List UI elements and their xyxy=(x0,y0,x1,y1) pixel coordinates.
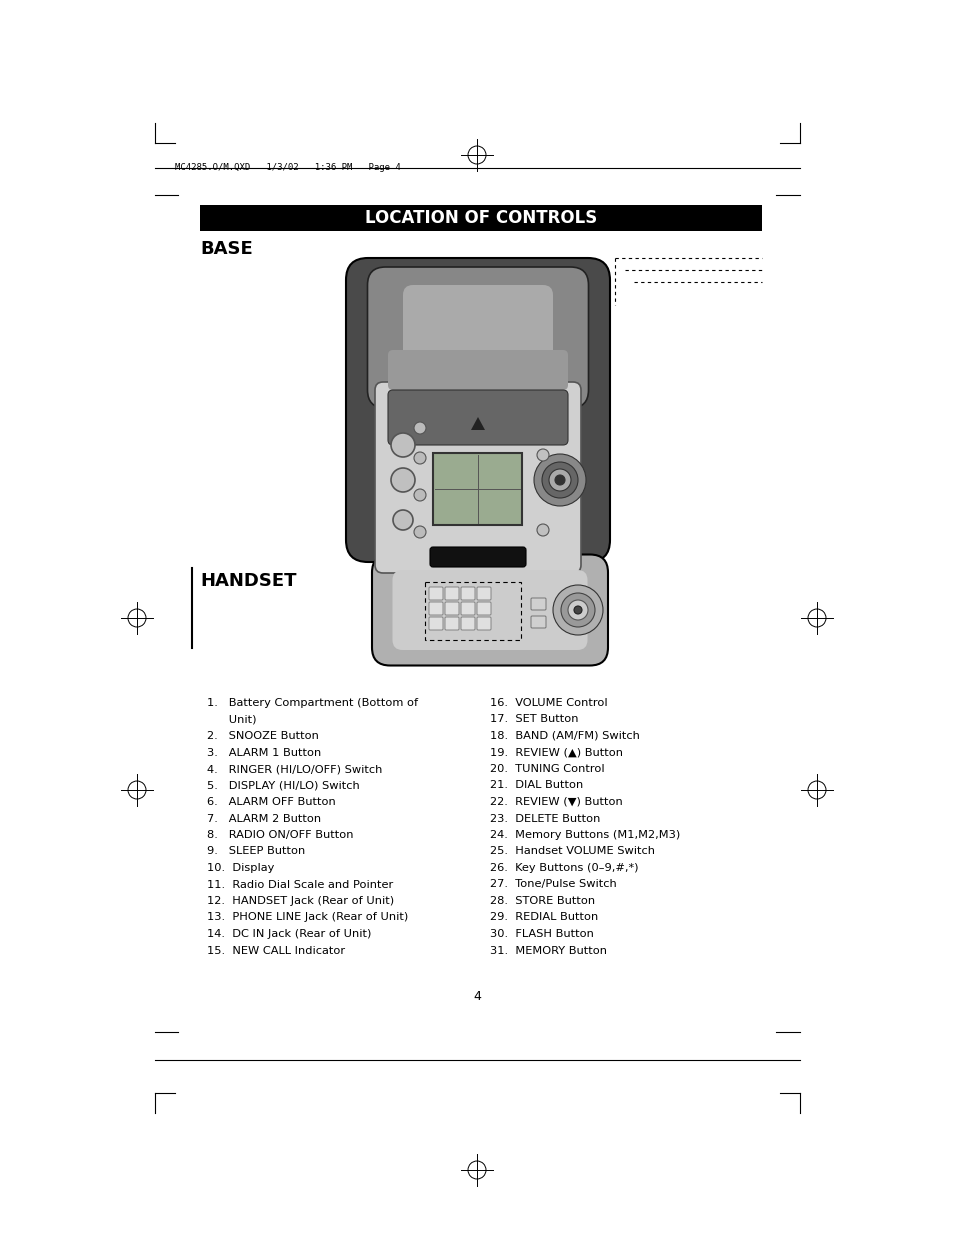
Text: 2.   SNOOZE Button: 2. SNOOZE Button xyxy=(207,731,318,741)
FancyBboxPatch shape xyxy=(433,453,522,525)
FancyBboxPatch shape xyxy=(476,601,491,615)
Circle shape xyxy=(537,524,548,536)
Text: 23.  DELETE Button: 23. DELETE Button xyxy=(490,814,599,824)
Text: 13.  PHONE LINE Jack (Rear of Unit): 13. PHONE LINE Jack (Rear of Unit) xyxy=(207,913,408,923)
Circle shape xyxy=(537,450,548,461)
FancyBboxPatch shape xyxy=(392,571,587,650)
Circle shape xyxy=(414,422,426,433)
FancyBboxPatch shape xyxy=(372,555,607,666)
Text: 21.  DIAL Button: 21. DIAL Button xyxy=(490,781,582,790)
Text: 27.  Tone/Pulse Switch: 27. Tone/Pulse Switch xyxy=(490,879,616,889)
FancyBboxPatch shape xyxy=(460,587,475,600)
Text: 16.  VOLUME Control: 16. VOLUME Control xyxy=(490,698,607,708)
FancyBboxPatch shape xyxy=(346,258,609,562)
Text: 18.  BAND (AM/FM) Switch: 18. BAND (AM/FM) Switch xyxy=(490,731,639,741)
Circle shape xyxy=(414,452,426,464)
Text: 12.  HANDSET Jack (Rear of Unit): 12. HANDSET Jack (Rear of Unit) xyxy=(207,897,394,906)
Bar xyxy=(200,205,761,231)
Circle shape xyxy=(574,606,581,614)
Circle shape xyxy=(393,510,413,530)
FancyBboxPatch shape xyxy=(388,390,567,445)
Text: 9.   SLEEP Button: 9. SLEEP Button xyxy=(207,846,305,857)
FancyBboxPatch shape xyxy=(531,598,545,610)
Text: 14.  DC IN Jack (Rear of Unit): 14. DC IN Jack (Rear of Unit) xyxy=(207,929,371,939)
Circle shape xyxy=(414,526,426,538)
FancyBboxPatch shape xyxy=(402,285,553,359)
Circle shape xyxy=(534,454,585,506)
Circle shape xyxy=(553,585,602,635)
FancyBboxPatch shape xyxy=(476,618,491,630)
Circle shape xyxy=(555,475,564,485)
FancyBboxPatch shape xyxy=(444,601,458,615)
Text: 4.   RINGER (HI/LO/OFF) Switch: 4. RINGER (HI/LO/OFF) Switch xyxy=(207,764,382,774)
Text: 10.  Display: 10. Display xyxy=(207,863,274,873)
Circle shape xyxy=(541,462,578,498)
Text: BASE: BASE xyxy=(200,240,253,258)
Circle shape xyxy=(560,593,595,627)
Circle shape xyxy=(414,489,426,501)
Text: 25.  Handset VOLUME Switch: 25. Handset VOLUME Switch xyxy=(490,846,655,857)
Text: 17.  SET Button: 17. SET Button xyxy=(490,715,578,725)
Text: 11.  Radio Dial Scale and Pointer: 11. Radio Dial Scale and Pointer xyxy=(207,879,393,889)
Circle shape xyxy=(548,469,571,492)
Circle shape xyxy=(391,433,415,457)
FancyBboxPatch shape xyxy=(430,547,525,567)
FancyBboxPatch shape xyxy=(444,618,458,630)
Text: 29.  REDIAL Button: 29. REDIAL Button xyxy=(490,913,598,923)
Text: 24.  Memory Buttons (M1,M2,M3): 24. Memory Buttons (M1,M2,M3) xyxy=(490,830,679,840)
FancyBboxPatch shape xyxy=(531,616,545,629)
Text: 8.   RADIO ON/OFF Button: 8. RADIO ON/OFF Button xyxy=(207,830,354,840)
Text: 5.   DISPLAY (HI/LO) Switch: 5. DISPLAY (HI/LO) Switch xyxy=(207,781,359,790)
Text: 22.  REVIEW (▼) Button: 22. REVIEW (▼) Button xyxy=(490,797,622,806)
Text: LOCATION OF CONTROLS: LOCATION OF CONTROLS xyxy=(364,209,597,227)
Polygon shape xyxy=(471,417,484,430)
Text: 15.  NEW CALL Indicator: 15. NEW CALL Indicator xyxy=(207,946,345,956)
FancyBboxPatch shape xyxy=(429,587,442,600)
FancyBboxPatch shape xyxy=(429,618,442,630)
Text: 7.   ALARM 2 Button: 7. ALARM 2 Button xyxy=(207,814,321,824)
Text: HANDSET: HANDSET xyxy=(200,572,296,590)
FancyBboxPatch shape xyxy=(429,601,442,615)
Circle shape xyxy=(391,468,415,492)
Text: 1.   Battery Compartment (Bottom of: 1. Battery Compartment (Bottom of xyxy=(207,698,417,708)
Text: 26.  Key Buttons (0–9,#,*): 26. Key Buttons (0–9,#,*) xyxy=(490,863,638,873)
FancyBboxPatch shape xyxy=(388,350,567,390)
Text: MC4285.O/M.QXD   1/3/02   1:36 PM   Page 4: MC4285.O/M.QXD 1/3/02 1:36 PM Page 4 xyxy=(174,163,400,172)
FancyBboxPatch shape xyxy=(476,587,491,600)
Text: 20.  TUNING Control: 20. TUNING Control xyxy=(490,764,604,774)
Text: 31.  MEMORY Button: 31. MEMORY Button xyxy=(490,946,606,956)
FancyBboxPatch shape xyxy=(460,601,475,615)
Text: Unit): Unit) xyxy=(207,715,256,725)
Text: 19.  REVIEW (▲) Button: 19. REVIEW (▲) Button xyxy=(490,747,622,757)
Text: 6.   ALARM OFF Button: 6. ALARM OFF Button xyxy=(207,797,335,806)
FancyBboxPatch shape xyxy=(460,618,475,630)
Text: 30.  FLASH Button: 30. FLASH Button xyxy=(490,929,594,939)
Text: 4: 4 xyxy=(473,990,480,1003)
FancyBboxPatch shape xyxy=(367,267,588,408)
FancyBboxPatch shape xyxy=(444,587,458,600)
Text: 28.  STORE Button: 28. STORE Button xyxy=(490,897,595,906)
Text: 3.   ALARM 1 Button: 3. ALARM 1 Button xyxy=(207,747,321,757)
FancyBboxPatch shape xyxy=(375,382,580,573)
Circle shape xyxy=(567,600,587,620)
